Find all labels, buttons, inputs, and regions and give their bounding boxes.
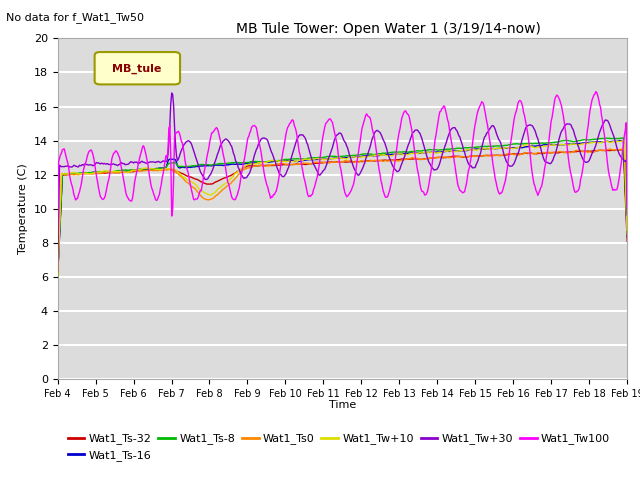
Title: MB Tule Tower: Open Water 1 (3/19/14-now): MB Tule Tower: Open Water 1 (3/19/14-now… xyxy=(236,22,540,36)
Text: No data for f_Wat1_Tw50: No data for f_Wat1_Tw50 xyxy=(6,12,145,23)
Legend: Wat1_Ts-32, Wat1_Ts-16, Wat1_Ts-8, Wat1_Ts0, Wat1_Tw+10, Wat1_Tw+30, Wat1_Tw100: Wat1_Ts-32, Wat1_Ts-16, Wat1_Ts-8, Wat1_… xyxy=(63,429,614,465)
FancyBboxPatch shape xyxy=(95,52,180,84)
X-axis label: Time: Time xyxy=(329,400,356,410)
Text: MB_tule: MB_tule xyxy=(111,63,161,73)
Y-axis label: Temperature (C): Temperature (C) xyxy=(18,163,28,254)
